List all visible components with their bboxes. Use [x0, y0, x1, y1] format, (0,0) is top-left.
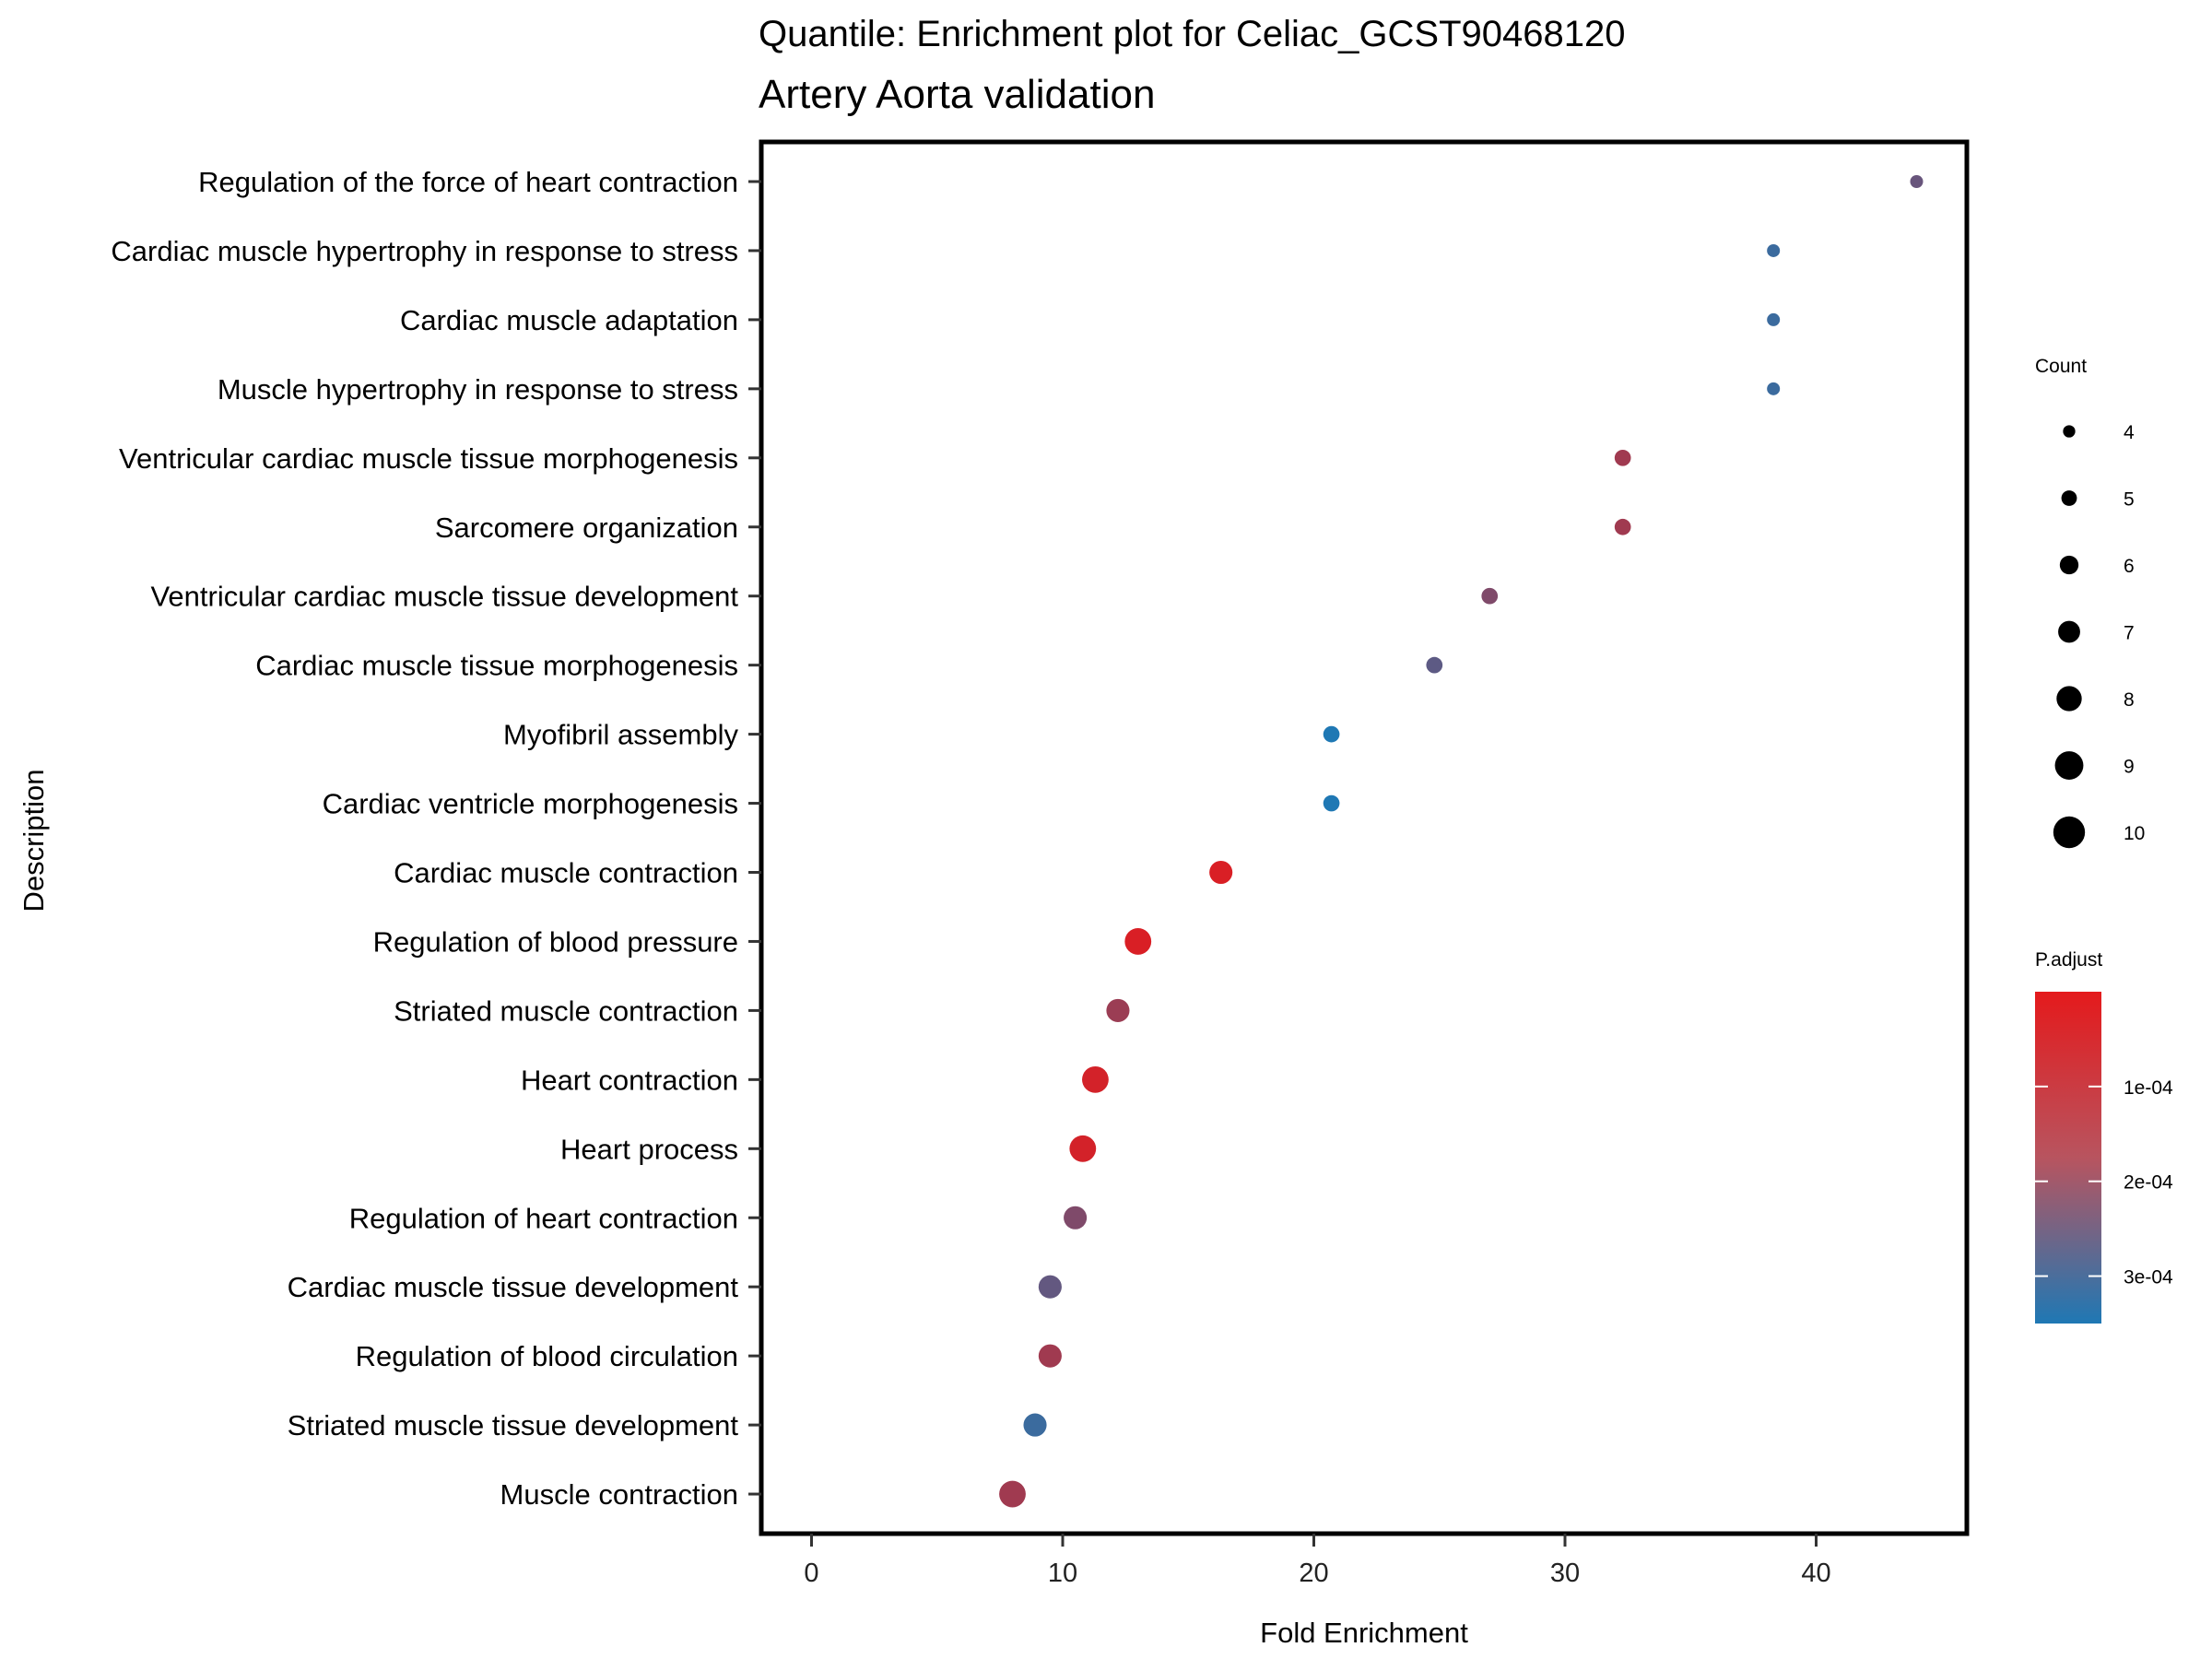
y-tick-label: Cardiac muscle contraction: [394, 857, 738, 889]
padjust-tick-label: 3e-04: [2124, 1267, 2173, 1288]
data-point: [1767, 312, 1781, 326]
chart-title: Quantile: Enrichment plot for Celiac_GCS…: [759, 14, 1626, 54]
data-point: [1614, 449, 1631, 466]
count-legend-dot: [2056, 686, 2082, 712]
data-point: [1209, 860, 1233, 885]
data-point: [999, 1480, 1026, 1508]
y-tick-label: Cardiac muscle tissue morphogenesis: [255, 650, 738, 682]
data-point: [1910, 175, 1924, 188]
data-point: [1038, 1344, 1062, 1368]
y-axis-title: Description: [18, 769, 50, 912]
count-legend-label: 4: [2124, 422, 2135, 443]
count-legend-dot: [2063, 425, 2076, 438]
count-legend-dot: [2054, 751, 2084, 780]
count-legend-label: 6: [2124, 556, 2135, 577]
y-tick-label: Cardiac muscle hypertrophy in response t…: [111, 235, 738, 267]
chart-subtitle: Artery Aorta validation: [759, 72, 1155, 117]
y-tick-label: Cardiac ventricle morphogenesis: [323, 788, 738, 820]
y-tick-label: Heart contraction: [521, 1064, 738, 1096]
y-tick-label: Striated muscle tissue development: [288, 1409, 739, 1441]
plot-panel-border: [759, 139, 1970, 1536]
padjust-legend-title: P.adjust: [2035, 949, 2102, 971]
x-tick-label: 10: [1048, 1559, 1077, 1588]
count-legend-label: 5: [2124, 489, 2135, 511]
y-tick-label: Regulation of blood circulation: [356, 1340, 738, 1372]
x-tick-label: 30: [1550, 1559, 1580, 1588]
count-legend-dot: [2058, 620, 2080, 643]
data-point: [1106, 998, 1130, 1022]
data-point: [1767, 243, 1781, 257]
count-legend-dot: [2053, 816, 2086, 849]
count-legend-title: Count: [2035, 356, 2087, 377]
y-tick-label: Myofibril assembly: [503, 719, 738, 751]
y-tick-label: Sarcomere organization: [435, 512, 738, 544]
y-tick-label: Regulation of heart contraction: [349, 1202, 738, 1234]
data-point: [1767, 382, 1781, 395]
padjust-tick-label: 1e-04: [2124, 1077, 2173, 1099]
padjust-tick-label: 2e-04: [2124, 1172, 2173, 1194]
y-tick-label: Ventricular cardiac muscle tissue develo…: [150, 581, 738, 613]
x-tick-label: 20: [1299, 1559, 1328, 1588]
x-axis-title: Fold Enrichment: [1260, 1617, 1468, 1649]
y-tick-label: Cardiac muscle tissue development: [288, 1271, 739, 1303]
count-legend-dot: [2061, 490, 2077, 506]
data-point: [1069, 1135, 1097, 1162]
data-point: [1323, 725, 1340, 743]
x-tick-label: 40: [1801, 1559, 1830, 1588]
count-legend-label: 8: [2124, 689, 2135, 711]
y-tick-label: Heart process: [560, 1133, 738, 1165]
count-legend: Count 4 5 6 7 8 9 10: [2035, 356, 2145, 849]
y-tick-label: Regulation of the force of heart contrac…: [198, 166, 738, 198]
padjust-colorbar: [2035, 992, 2101, 1324]
x-tick-label: 0: [804, 1559, 818, 1588]
x-axis: 0 10 20 30 40: [804, 1534, 1831, 1588]
data-point: [1082, 1065, 1109, 1093]
data-point: [1038, 1275, 1062, 1299]
data-point: [1614, 518, 1631, 535]
data-point: [1426, 656, 1443, 674]
data-point: [1481, 587, 1499, 605]
y-tick-label: Cardiac muscle adaptation: [400, 304, 738, 336]
y-tick-label: Regulation of blood pressure: [373, 925, 738, 958]
padjust-legend: P.adjust 1e-04 2e-04 3e-04: [2035, 949, 2173, 1324]
y-tick-label: Muscle hypertrophy in response to stress: [218, 373, 738, 406]
y-axis: Regulation of the force of heart contrac…: [111, 166, 761, 1511]
y-tick-label: Striated muscle contraction: [394, 994, 738, 1027]
data-point: [1064, 1206, 1088, 1230]
data-point: [1124, 928, 1152, 955]
data-point: [1323, 794, 1340, 812]
count-legend-label: 9: [2124, 757, 2135, 778]
data-points: [999, 175, 1924, 1508]
data-point: [1023, 1413, 1047, 1437]
count-legend-dot: [2059, 555, 2079, 575]
y-tick-label: Muscle contraction: [500, 1478, 738, 1511]
count-legend-label: 7: [2124, 623, 2135, 644]
count-legend-label: 10: [2124, 823, 2145, 844]
y-tick-label: Ventricular cardiac muscle tissue morpho…: [119, 442, 738, 475]
